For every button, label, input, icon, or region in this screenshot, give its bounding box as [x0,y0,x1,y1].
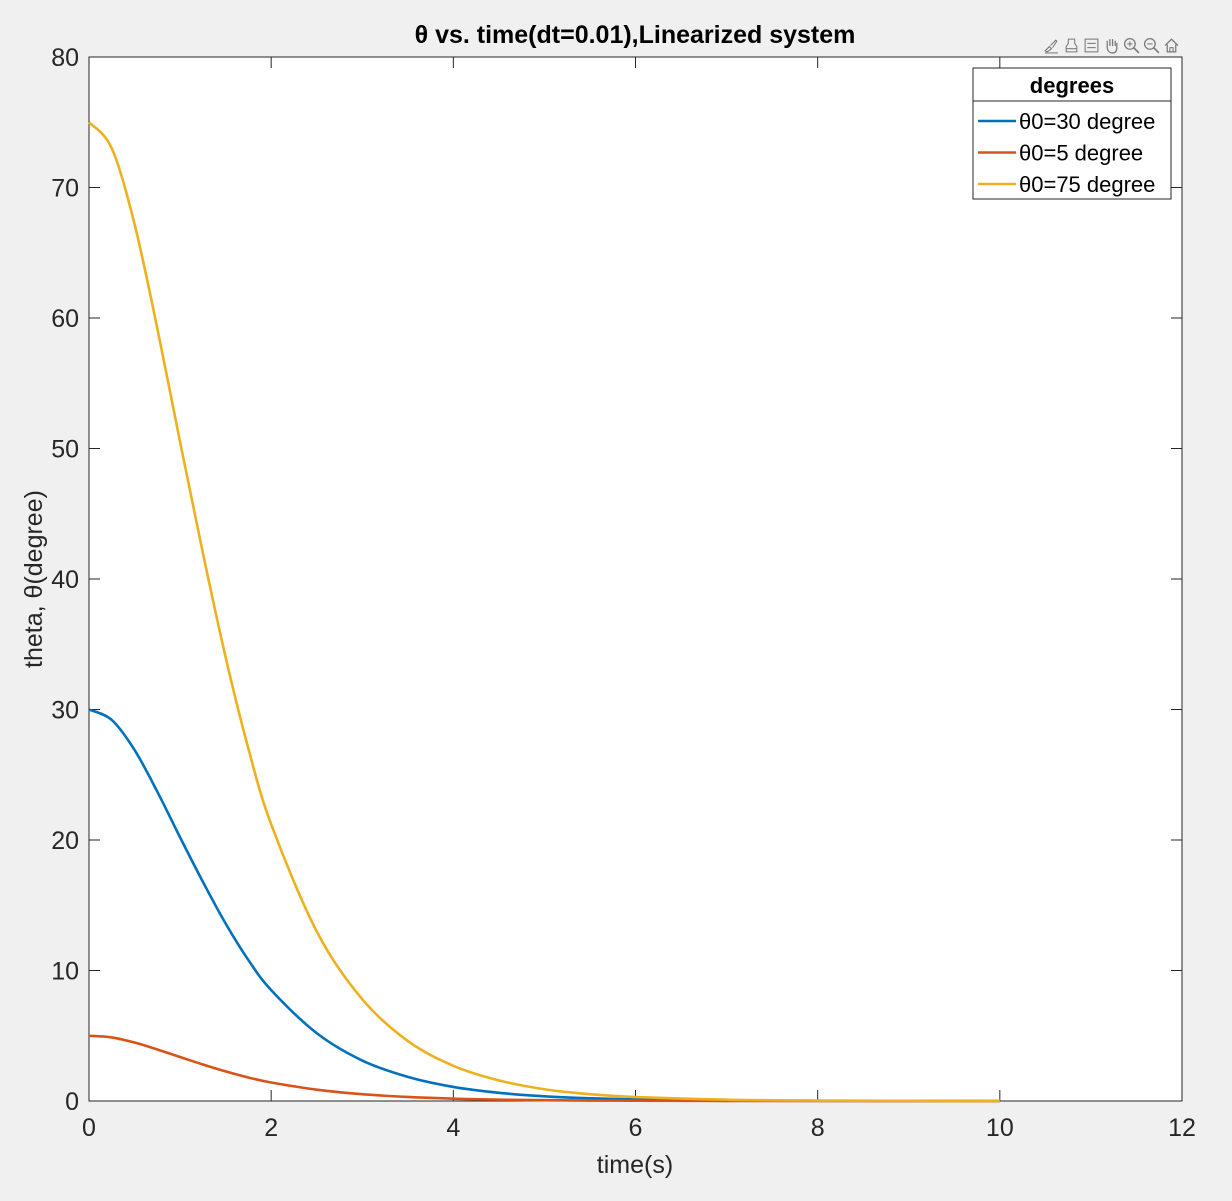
y-tick-label: 0 [65,1088,79,1116]
x-tick-label: 12 [1168,1114,1196,1142]
legend-label: θ0=30 degree [1019,109,1155,134]
pan-hand-icon [1106,38,1118,54]
brush-button[interactable] [1042,36,1061,55]
axes-toolbar [1042,35,1184,55]
legend-entries: θ0=30 degree θ0=5 degree θ0=75 degree [978,109,1155,197]
export-button[interactable] [1062,36,1081,55]
zoom-out-icon [1143,37,1160,54]
y-tick-label: 20 [51,827,79,855]
x-tick-label: 6 [629,1114,643,1142]
y-tick-label: 80 [51,44,79,72]
zoom-in-button[interactable] [1122,36,1141,55]
y-tick-labels: 0 10 20 30 40 50 60 70 80 [51,44,79,1116]
y-tick-label: 70 [51,175,79,203]
series-line-3 [88,121,1000,1103]
axes-background [88,56,1183,1102]
datatip-button[interactable] [1082,36,1101,55]
x-tick-label: 2 [264,1114,278,1142]
legend-label: θ0=75 degree [1019,172,1155,197]
axis-ticks [88,56,1183,1102]
x-tick-label: 10 [986,1114,1014,1142]
export-icon [1065,38,1078,52]
legend-box [972,67,1172,200]
y-tick-label: 30 [51,697,79,725]
y-tick-label: 60 [51,305,79,333]
home-button[interactable] [1162,36,1181,55]
y-tick-label: 40 [51,566,79,594]
brush-icon [1044,38,1058,53]
zoom-out-button[interactable] [1142,36,1161,55]
datatip-icon [1084,38,1099,52]
y-tick-label: 50 [51,436,79,464]
x-axis-label: time(s) [597,1151,673,1179]
y-tick-label: 10 [51,958,79,986]
pan-button[interactable] [1102,36,1121,55]
legend: degrees θ0=30 degree θ0=5 degree θ0=75 deg… [972,67,1172,200]
zoom-in-icon [1123,37,1140,54]
legend-label: θ0=5 degree [1019,141,1143,166]
x-tick-label: 8 [811,1114,825,1142]
x-tick-labels: 0 2 4 6 8 10 12 [82,1114,1196,1142]
home-icon [1164,37,1179,53]
chart-title: θ vs. time(dt=0.01),Linearized system [415,21,856,49]
x-tick-label: 4 [446,1114,460,1142]
x-tick-label: 0 [82,1114,96,1142]
legend-title: degrees [1030,73,1114,98]
series-lines [88,121,1000,1103]
y-axis-label: theta, θ(degree) [20,490,48,668]
